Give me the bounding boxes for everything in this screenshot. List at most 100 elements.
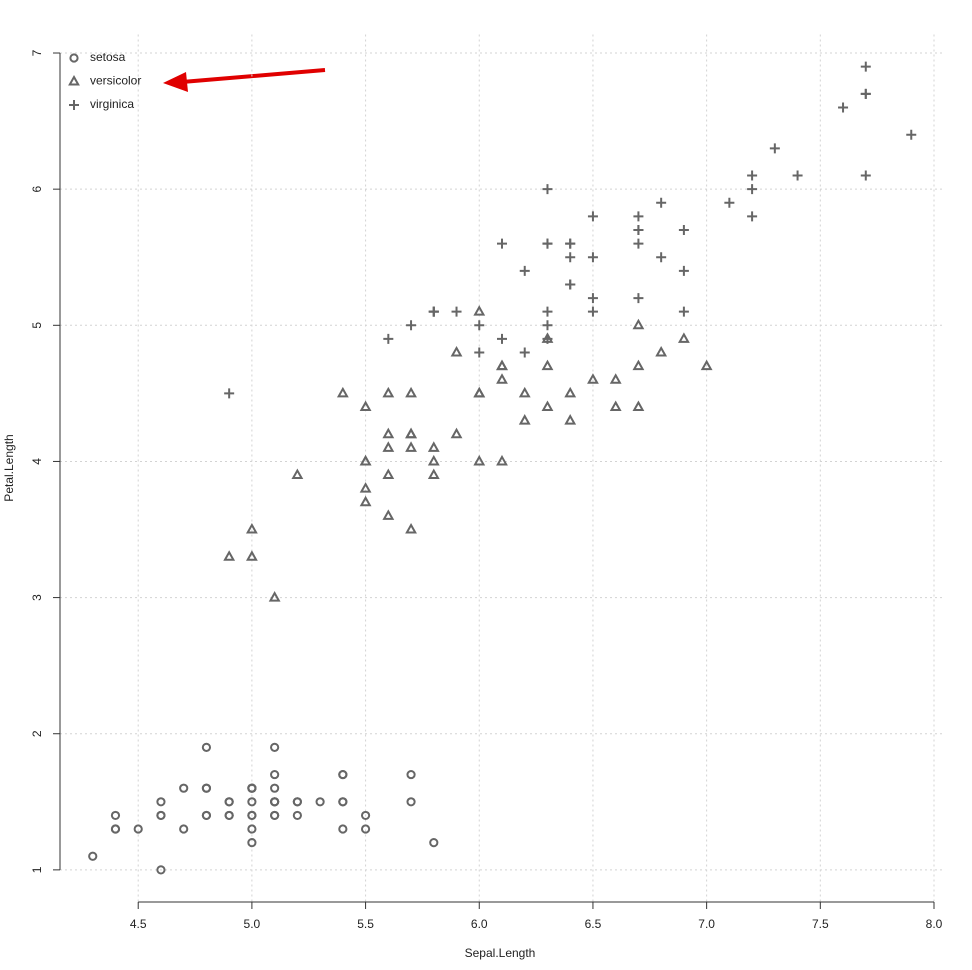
point (247, 797, 257, 807)
point (201, 783, 212, 793)
point (338, 797, 348, 807)
point (541, 359, 554, 371)
point (769, 143, 780, 154)
x-tick-label: 7.5 (812, 917, 829, 931)
point (747, 211, 758, 222)
point (587, 211, 598, 222)
point (473, 305, 486, 316)
point (542, 333, 553, 344)
point (542, 320, 553, 331)
point (406, 320, 417, 331)
x-axis-label: Sepal.Length (465, 946, 536, 960)
point (678, 225, 689, 236)
y-axis-label: Petal.Length (2, 434, 16, 501)
point (270, 769, 280, 780)
y-tick-label: 5 (30, 322, 44, 329)
point (496, 454, 508, 466)
point (406, 769, 416, 780)
point (338, 824, 348, 834)
point (292, 797, 302, 807)
point (542, 184, 553, 195)
point (587, 373, 599, 384)
x-tick-label: 8.0 (926, 917, 943, 931)
point (451, 306, 462, 317)
point (133, 824, 143, 834)
point (270, 783, 280, 793)
point (633, 211, 644, 222)
point (542, 238, 553, 249)
y-tick-label: 6 (30, 186, 44, 193)
point (270, 810, 280, 821)
point (473, 454, 486, 466)
point (110, 810, 121, 821)
x-tick-label: 6.5 (585, 917, 602, 931)
point (519, 347, 530, 358)
point (677, 332, 690, 343)
point (587, 293, 598, 304)
point (268, 591, 281, 602)
point (245, 522, 258, 534)
point (360, 810, 371, 821)
point (270, 742, 280, 752)
point (450, 427, 463, 439)
point (359, 400, 372, 411)
point (427, 468, 440, 480)
point (792, 170, 803, 181)
point (655, 345, 668, 357)
point (382, 468, 395, 480)
point (587, 252, 598, 263)
point (179, 824, 189, 834)
point (360, 824, 371, 834)
point (565, 252, 576, 263)
x-tick-label: 4.5 (130, 917, 147, 931)
point (359, 482, 372, 493)
point (632, 359, 645, 371)
x-tick-label: 5.0 (244, 917, 261, 931)
point (292, 810, 302, 821)
point (678, 265, 689, 276)
point (474, 320, 485, 331)
point (450, 345, 463, 357)
point (406, 797, 416, 807)
legend-marker (68, 74, 80, 86)
point (405, 441, 417, 452)
point (747, 184, 758, 195)
point (201, 810, 212, 821)
point (564, 414, 577, 425)
legend-label: setosa (90, 50, 126, 64)
point (156, 865, 166, 875)
point (474, 347, 485, 358)
point (245, 550, 258, 561)
point (383, 333, 394, 344)
point (633, 238, 644, 249)
point (405, 522, 417, 534)
point (405, 386, 417, 398)
legend-label: versicolor (90, 74, 141, 88)
point (633, 293, 644, 304)
point (224, 810, 234, 821)
point (291, 468, 304, 480)
point (270, 797, 280, 807)
point (632, 318, 645, 330)
point (201, 742, 212, 752)
point (223, 550, 236, 561)
point (656, 252, 667, 263)
point (428, 306, 439, 317)
point (382, 509, 395, 520)
x-tick-label: 5.5 (357, 917, 374, 931)
point (497, 238, 507, 249)
point (247, 810, 257, 821)
point (338, 769, 348, 780)
point (496, 359, 508, 371)
point (724, 197, 735, 208)
point (382, 441, 395, 452)
point (224, 388, 235, 399)
point (700, 359, 713, 371)
point (359, 495, 372, 507)
point (429, 838, 439, 848)
point (496, 373, 508, 384)
point (518, 386, 531, 398)
point (565, 279, 576, 290)
point (860, 88, 871, 99)
